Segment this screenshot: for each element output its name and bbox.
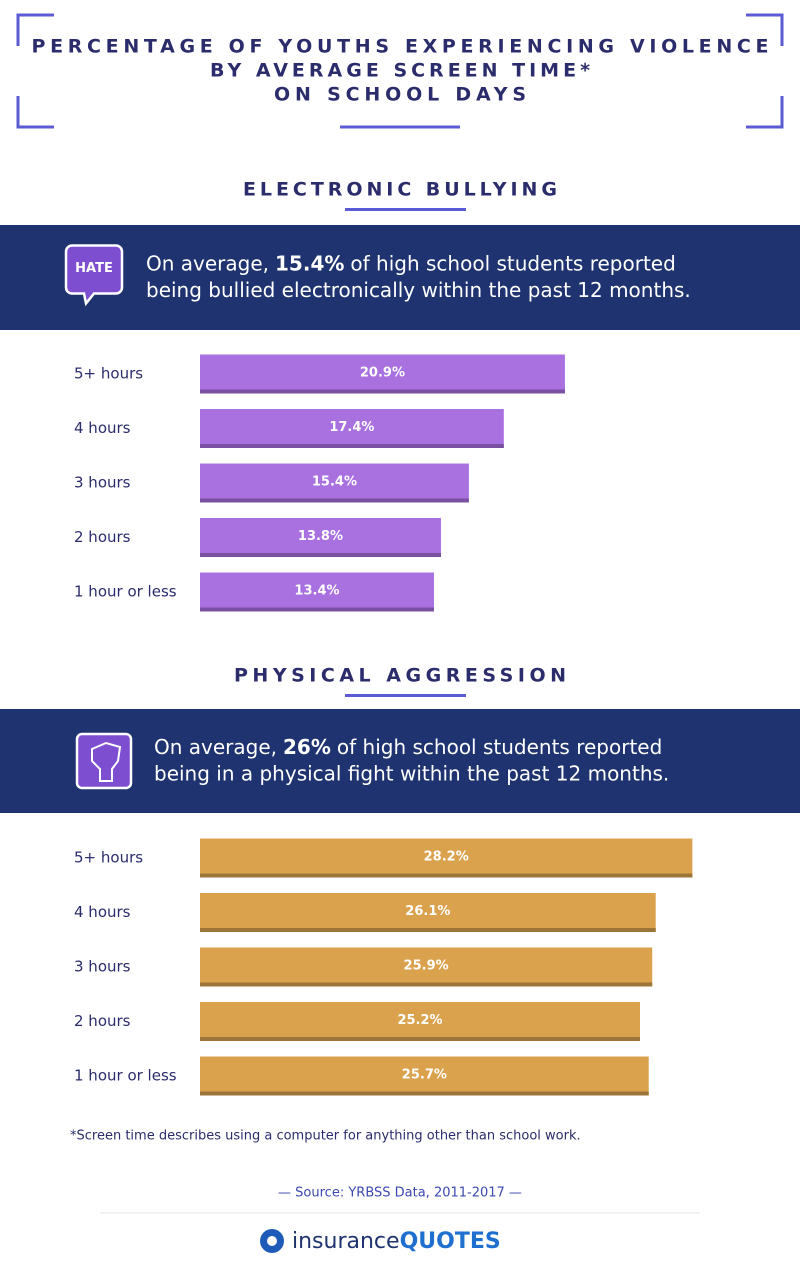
category-label: 5+ hours bbox=[74, 849, 143, 867]
icon bbox=[75, 732, 133, 790]
category-label: 3 hours bbox=[74, 958, 131, 976]
category-label: 1 hour or less bbox=[74, 1067, 177, 1085]
banner-text-before: On average, bbox=[154, 735, 277, 759]
category-label: 4 hours bbox=[74, 419, 131, 437]
bar-edge bbox=[200, 389, 565, 394]
bar bbox=[200, 354, 565, 394]
bar-body bbox=[200, 838, 693, 878]
bar-edge bbox=[200, 928, 656, 932]
value-label: 25.2% bbox=[397, 1013, 442, 1028]
section-underline bbox=[345, 208, 466, 211]
logo-part1: insurance bbox=[292, 1229, 400, 1254]
banner bbox=[0, 709, 800, 813]
banner-text: being in a physical fight within the pas… bbox=[154, 762, 669, 786]
section-title: PHYSICAL AGGRESSION bbox=[234, 665, 566, 687]
title-line: ON SCHOOL DAYS bbox=[274, 84, 526, 106]
icon-fist bbox=[91, 741, 122, 782]
value-label: 25.7% bbox=[402, 1068, 447, 1083]
banner-text: On average, 26% of high school students re… bbox=[154, 735, 662, 759]
logo-icon-inner bbox=[267, 1236, 277, 1246]
bar-body bbox=[200, 947, 653, 987]
value-label: 13.8% bbox=[298, 529, 343, 544]
value-label: 15.4% bbox=[312, 475, 357, 490]
bar-edge bbox=[200, 1091, 649, 1096]
bar bbox=[200, 947, 653, 987]
category-label: 4 hours bbox=[74, 903, 131, 921]
category-label: 5+ hours bbox=[74, 365, 143, 383]
bar bbox=[200, 838, 693, 878]
bar bbox=[200, 572, 434, 612]
bar-edge bbox=[200, 498, 469, 503]
banner-text-after: of high school students reported bbox=[337, 735, 662, 759]
bar-edge bbox=[200, 1037, 640, 1041]
banner bbox=[0, 225, 800, 330]
banner-text: On average, 15.4% of high school students … bbox=[146, 251, 676, 275]
icon bbox=[64, 244, 124, 307]
bar bbox=[200, 463, 469, 503]
bar-body bbox=[200, 572, 434, 612]
value-label: 17.4% bbox=[329, 420, 374, 435]
banner-highlight: 26% bbox=[283, 735, 331, 759]
category-label: 2 hours bbox=[74, 528, 131, 546]
bar-edge bbox=[200, 607, 434, 612]
logo-part2: QUOTES bbox=[400, 1229, 501, 1254]
bar bbox=[200, 893, 656, 932]
bar-body bbox=[200, 463, 469, 503]
bar-body bbox=[200, 1056, 649, 1096]
banner-text: being bullied electronically within the … bbox=[146, 278, 691, 302]
bar-edge bbox=[200, 553, 441, 557]
banner-highlight: 15.4% bbox=[275, 251, 344, 275]
category-label: 2 hours bbox=[74, 1012, 131, 1030]
section-title: ELECTRONIC BULLYING bbox=[243, 179, 557, 201]
value-label: 20.9% bbox=[360, 366, 405, 381]
category-label: 1 hour or less bbox=[74, 583, 177, 601]
value-label: 25.9% bbox=[404, 959, 449, 974]
bar-body bbox=[200, 1002, 640, 1041]
icon-text: HATE bbox=[75, 261, 113, 276]
bar-edge bbox=[200, 444, 504, 448]
bar bbox=[200, 1002, 640, 1041]
bar-edge bbox=[200, 982, 653, 987]
bar-body bbox=[200, 518, 441, 557]
value-label: 13.4% bbox=[294, 584, 339, 599]
banner-text-before: On average, bbox=[146, 251, 269, 275]
bar-body bbox=[200, 893, 656, 932]
section-underline bbox=[345, 694, 466, 697]
value-label: 28.2% bbox=[424, 850, 469, 865]
title-frame bbox=[16, 13, 784, 129]
banner-text-after: of high school students reported bbox=[350, 251, 675, 275]
bar-body bbox=[200, 409, 504, 448]
bar bbox=[200, 1056, 649, 1096]
category-label: 3 hours bbox=[74, 474, 131, 492]
footnote: *Screen time describes using a computer … bbox=[70, 1129, 581, 1144]
source: — Source: YRBSS Data, 2011-2017 — bbox=[278, 1186, 522, 1201]
bar-body bbox=[200, 354, 565, 394]
title-line: PERCENTAGE OF YOUTHS EXPERIENCING VIOLEN… bbox=[32, 36, 769, 58]
bar-edge bbox=[200, 873, 693, 878]
value-label: 26.1% bbox=[405, 904, 450, 919]
logo: insuranceQUOTES bbox=[292, 1229, 501, 1254]
bar bbox=[200, 518, 441, 557]
title-line: BY AVERAGE SCREEN TIME* bbox=[210, 60, 590, 82]
bar bbox=[200, 409, 504, 448]
